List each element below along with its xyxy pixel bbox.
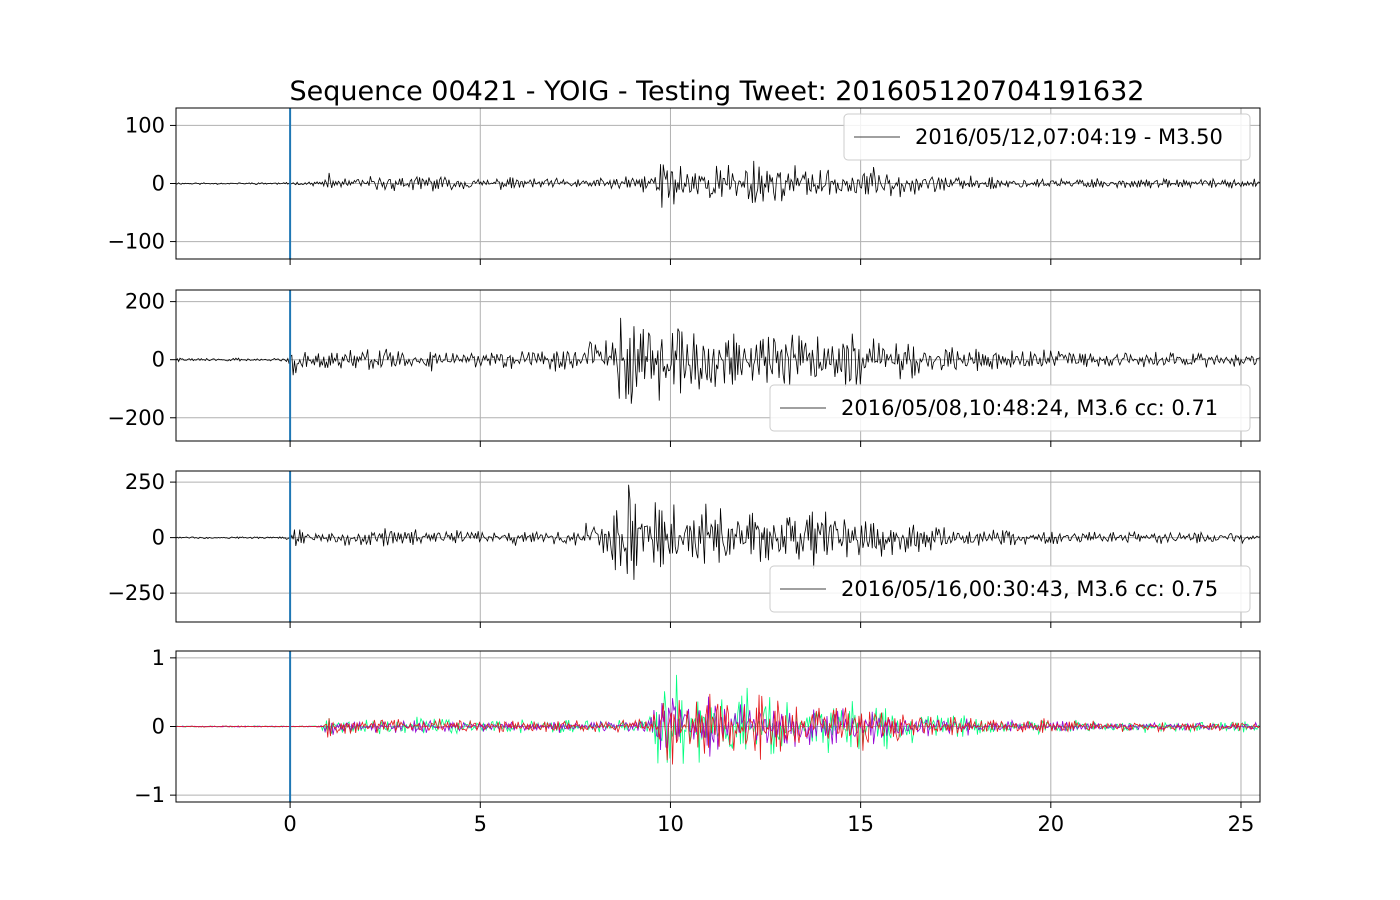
y-tick-label: 100 (125, 113, 165, 137)
y-tick-label: −250 (107, 581, 165, 605)
traces (176, 317, 1260, 404)
legend-label: 2016/05/16,00:30:43, M3.6 cc: 0.75 (841, 577, 1218, 601)
y-tick-label: 0 (152, 715, 165, 739)
legend: 2016/05/12,07:04:19 - M3.50 (843, 113, 1251, 161)
x-tick-label: 10 (657, 812, 684, 836)
traces (176, 484, 1260, 580)
waveform-trace (176, 317, 1260, 404)
legend-label: 2016/05/12,07:04:19 - M3.50 (915, 125, 1223, 149)
y-tick-label: 0 (152, 526, 165, 550)
axes-frame (175, 470, 1261, 623)
legend-box (769, 384, 1251, 432)
x-tick-label: 0 (283, 812, 296, 836)
y-tick-label: 200 (125, 290, 165, 314)
waveform-trace (176, 693, 1260, 765)
waveform-trace (176, 484, 1260, 580)
legend: 2016/05/08,10:48:24, M3.6 cc: 0.71 (769, 384, 1251, 432)
x-tick-label: 15 (847, 812, 874, 836)
y-tick-label: 1 (152, 646, 165, 670)
legend: 2016/05/16,00:30:43, M3.6 cc: 0.75 (769, 565, 1251, 613)
panel-3: −250 0 250 2016/05/16,00:30:43, M3.6 cc: 0.… (107, 470, 1261, 628)
panel-2: −200 0 200 2016/05/08,10:48:24, M3.6 cc: 0.… (107, 289, 1261, 447)
y-tick-label: 250 (125, 470, 165, 494)
x-tick-label: 5 (474, 812, 487, 836)
waveform-trace (176, 160, 1260, 208)
x-tick-label: 25 (1228, 812, 1255, 836)
x-tick-label: 20 (1037, 812, 1064, 836)
legend-box (769, 565, 1251, 613)
y-tick-label: −200 (107, 406, 165, 430)
traces (176, 160, 1260, 208)
legend-box (843, 113, 1251, 161)
legend-label: 2016/05/08,10:48:24, M3.6 cc: 0.71 (841, 396, 1218, 420)
y-tick-label: −100 (107, 230, 165, 254)
traces (176, 674, 1260, 765)
panel-1: −100 0 100 2016/05/12,07:04:19 - M3.50 (107, 107, 1261, 265)
y-tick-label: −1 (134, 783, 165, 807)
chart-title: Sequence 00421 - YOIG - Testing Tweet: 2… (290, 76, 1145, 107)
y-tick-label: 0 (152, 348, 165, 372)
axes-frame (175, 289, 1261, 442)
y-tick-label: 0 (152, 172, 165, 196)
